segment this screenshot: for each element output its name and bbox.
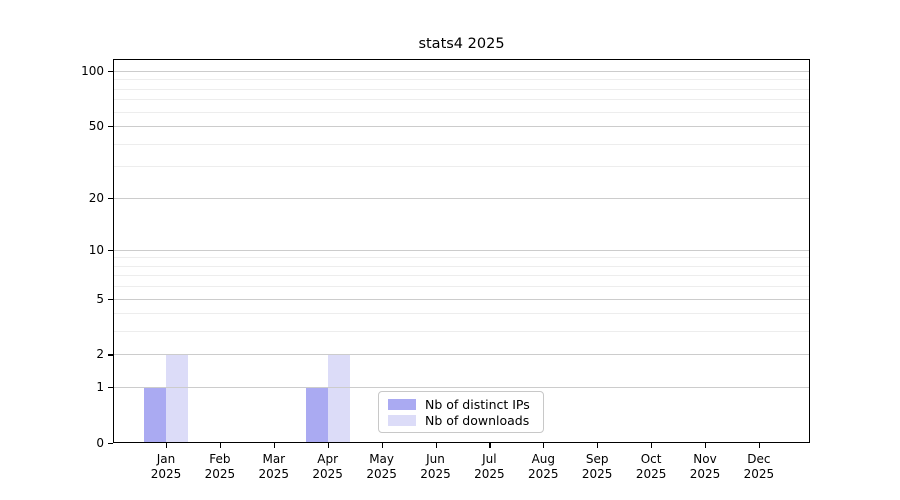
x-label-year-sep: 2025 <box>581 467 613 481</box>
y-tick-label-2: 2 <box>96 347 104 362</box>
y-tick-2 <box>108 354 113 356</box>
x-label-month-may: May <box>369 452 394 466</box>
x-label-month-nov: Nov <box>693 452 717 466</box>
y-tick-label-0: 0 <box>96 436 104 450</box>
y-tick-50 <box>108 126 113 128</box>
y-tick-5 <box>108 298 113 300</box>
major-gridline-5 <box>113 298 810 300</box>
major-gridline-50 <box>113 126 810 127</box>
y-tick-label-1: 1 <box>96 380 104 395</box>
x-label-month-sep: Sep <box>585 452 609 466</box>
x-tick-jun <box>435 443 437 448</box>
bar-downloads-jan <box>166 354 188 443</box>
minor-gridline-7 <box>113 275 810 277</box>
minor-gridline-6 <box>113 286 810 288</box>
x-label-month-apr: Apr <box>317 452 339 466</box>
y-tick-100 <box>108 70 113 73</box>
legend-swatch-downloads <box>388 414 416 426</box>
major-gridline-1 <box>113 387 810 389</box>
legend: Nb of distinct IPs Nb of downloads <box>378 391 544 433</box>
major-gridline-20 <box>113 197 810 199</box>
y-tick-10 <box>108 249 113 251</box>
x-label-month-oct: Oct <box>640 452 662 466</box>
minor-gridline-40 <box>113 143 810 145</box>
y-tick-label-50: 50 <box>88 119 104 133</box>
x-label-year-may: 2025 <box>366 467 397 481</box>
bar-distinct-ips-apr <box>305 387 328 443</box>
y-tick-1 <box>108 387 113 389</box>
x-tick-sep <box>597 443 599 448</box>
bar-downloads-apr <box>327 354 350 443</box>
x-label-year-mar: 2025 <box>258 467 290 481</box>
y-tick-label-100: 100 <box>81 63 104 78</box>
legend-swatch-distinct-ips <box>388 398 416 410</box>
minor-gridline-80 <box>113 88 810 90</box>
x-label-year-nov: 2025 <box>689 467 721 481</box>
x-tick-jan <box>166 443 168 448</box>
y-tick-0 <box>108 443 113 445</box>
x-label-month-dec: Dec <box>747 452 771 466</box>
plot-border <box>113 59 810 443</box>
x-label-month-jan: Jan <box>156 452 176 466</box>
x-tick-aug <box>543 443 545 448</box>
major-gridline-2 <box>113 354 810 356</box>
legend-item-downloads: Nb of downloads <box>388 412 535 428</box>
x-tick-mar <box>273 443 275 448</box>
y-tick-label-5: 5 <box>96 291 104 306</box>
x-tick-apr <box>327 443 329 448</box>
bar-distinct-ips-jan <box>144 387 166 443</box>
x-tick-may <box>381 443 383 448</box>
minor-gridline-8 <box>113 265 810 267</box>
x-label-year-feb: 2025 <box>204 467 236 481</box>
x-label-month-jun: Jun <box>426 452 445 466</box>
y-tick-label-20: 20 <box>88 190 104 205</box>
x-tick-oct <box>651 443 653 448</box>
x-label-year-aug: 2025 <box>528 467 559 481</box>
minor-gridline-70 <box>113 99 810 101</box>
x-label-year-jul: 2025 <box>474 467 505 481</box>
x-label-year-jun: 2025 <box>420 467 451 481</box>
y-tick-label-10: 10 <box>88 242 104 257</box>
minor-gridline-60 <box>113 111 810 113</box>
x-label-year-jan: 2025 <box>150 467 182 481</box>
x-label-year-apr: 2025 <box>312 467 343 481</box>
chart-title: stats4 2025 <box>418 36 505 52</box>
legend-label-distinct-ips: Nb of distinct IPs <box>425 396 530 412</box>
x-tick-feb <box>219 443 222 448</box>
minor-gridline-3 <box>113 331 810 333</box>
minor-gridline-9 <box>113 257 810 259</box>
minor-gridline-30 <box>113 166 810 168</box>
major-gridline-10 <box>113 249 810 251</box>
legend-item-distinct-ips: Nb of distinct IPs <box>388 396 535 412</box>
x-label-year-oct: 2025 <box>635 467 667 481</box>
y-tick-20 <box>108 197 113 199</box>
x-tick-nov <box>705 443 707 448</box>
x-label-month-aug: Aug <box>531 452 556 466</box>
major-gridline-100 <box>113 70 810 72</box>
minor-gridline-90 <box>113 79 810 81</box>
x-label-month-jul: Jul <box>482 452 497 466</box>
x-label-month-feb: Feb <box>209 452 231 466</box>
x-tick-jul <box>489 443 491 448</box>
x-label-year-dec: 2025 <box>743 467 775 481</box>
legend-label-downloads: Nb of downloads <box>425 412 530 428</box>
minor-gridline-4 <box>113 313 810 315</box>
x-label-month-mar: Mar <box>262 452 286 466</box>
x-tick-dec <box>758 443 761 448</box>
